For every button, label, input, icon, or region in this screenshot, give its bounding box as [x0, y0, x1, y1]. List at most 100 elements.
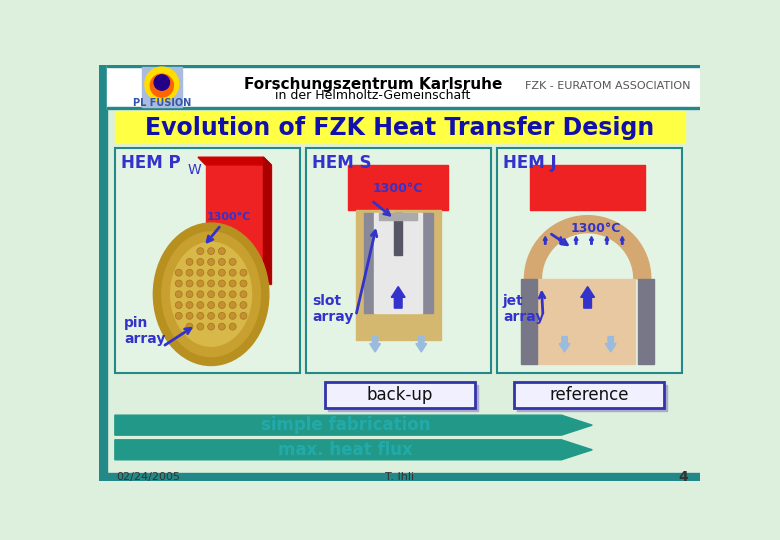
- Text: slot
array: slot array: [312, 294, 353, 325]
- Circle shape: [218, 301, 225, 308]
- Circle shape: [240, 280, 247, 287]
- Text: Forschungszentrum Karlsruhe: Forschungszentrum Karlsruhe: [243, 77, 502, 92]
- Circle shape: [240, 312, 247, 319]
- Text: HEM P: HEM P: [121, 154, 181, 172]
- Bar: [537, 279, 636, 363]
- Circle shape: [197, 291, 204, 298]
- Circle shape: [229, 259, 236, 265]
- Bar: [422, 213, 433, 313]
- Text: Evolution of FZK Heat Transfer Design: Evolution of FZK Heat Transfer Design: [145, 116, 654, 140]
- Bar: [325, 382, 475, 408]
- FancyArrow shape: [605, 336, 616, 352]
- Circle shape: [186, 259, 193, 265]
- FancyArrow shape: [559, 336, 570, 352]
- Circle shape: [207, 269, 215, 276]
- Bar: [521, 279, 537, 363]
- Text: 4: 4: [679, 470, 688, 484]
- Circle shape: [154, 75, 169, 90]
- Text: 1300°C: 1300°C: [207, 212, 251, 222]
- Circle shape: [218, 323, 225, 330]
- Polygon shape: [206, 165, 271, 284]
- Text: HEM J: HEM J: [503, 154, 557, 172]
- Circle shape: [197, 259, 204, 265]
- FancyArrow shape: [605, 237, 609, 244]
- Bar: [517, 385, 667, 411]
- Polygon shape: [115, 415, 592, 435]
- Circle shape: [229, 323, 236, 330]
- Circle shape: [229, 291, 236, 298]
- Circle shape: [240, 269, 247, 276]
- Text: max. heat flux: max. heat flux: [278, 441, 413, 459]
- Circle shape: [207, 248, 215, 254]
- Ellipse shape: [154, 223, 269, 366]
- Circle shape: [145, 67, 179, 101]
- Text: 1300°C: 1300°C: [570, 222, 621, 235]
- Bar: [306, 148, 491, 373]
- FancyArrow shape: [416, 336, 427, 352]
- Bar: [142, 67, 182, 107]
- Bar: [395, 213, 402, 255]
- Bar: [328, 385, 478, 411]
- Circle shape: [207, 301, 215, 308]
- Ellipse shape: [171, 242, 251, 346]
- FancyArrow shape: [392, 287, 405, 308]
- Polygon shape: [115, 440, 592, 460]
- Circle shape: [176, 312, 183, 319]
- Circle shape: [176, 301, 183, 308]
- FancyArrow shape: [544, 237, 548, 244]
- Bar: [514, 382, 664, 408]
- Circle shape: [218, 248, 225, 254]
- Text: back-up: back-up: [367, 386, 434, 404]
- Text: 1300°C: 1300°C: [373, 181, 424, 194]
- Bar: [99, 65, 107, 481]
- Circle shape: [197, 269, 204, 276]
- Circle shape: [207, 312, 215, 319]
- Bar: [99, 473, 700, 481]
- Text: 02/24/2005: 02/24/2005: [116, 472, 180, 482]
- Polygon shape: [264, 157, 271, 284]
- Bar: [348, 165, 448, 210]
- Text: T. Ihli: T. Ihli: [385, 472, 414, 482]
- Bar: [379, 213, 417, 220]
- Circle shape: [207, 291, 215, 298]
- Circle shape: [218, 291, 225, 298]
- FancyArrow shape: [580, 287, 594, 308]
- Circle shape: [207, 280, 215, 287]
- Circle shape: [240, 301, 247, 308]
- Circle shape: [240, 291, 247, 298]
- Bar: [363, 213, 374, 313]
- Bar: [374, 213, 422, 313]
- Circle shape: [218, 312, 225, 319]
- Text: jet
array: jet array: [503, 294, 544, 325]
- Circle shape: [207, 259, 215, 265]
- Circle shape: [151, 74, 173, 97]
- Circle shape: [186, 280, 193, 287]
- Circle shape: [197, 301, 204, 308]
- FancyArrow shape: [370, 336, 381, 352]
- Bar: [107, 107, 700, 110]
- Circle shape: [186, 301, 193, 308]
- Bar: [107, 65, 700, 67]
- Circle shape: [186, 291, 193, 298]
- Text: HEM S: HEM S: [312, 154, 371, 172]
- Polygon shape: [524, 215, 651, 279]
- Circle shape: [229, 312, 236, 319]
- Circle shape: [186, 269, 193, 276]
- Text: simple fabrication: simple fabrication: [261, 416, 431, 434]
- FancyArrow shape: [574, 237, 578, 244]
- Circle shape: [197, 312, 204, 319]
- Circle shape: [176, 269, 183, 276]
- Text: pin
array: pin array: [124, 316, 165, 346]
- Circle shape: [176, 280, 183, 287]
- FancyArrow shape: [620, 237, 624, 244]
- Text: PL FUSION: PL FUSION: [133, 98, 191, 109]
- Polygon shape: [198, 157, 271, 165]
- Circle shape: [197, 248, 204, 254]
- Bar: [497, 148, 682, 373]
- Circle shape: [186, 312, 193, 319]
- FancyArrow shape: [590, 237, 594, 244]
- Circle shape: [218, 259, 225, 265]
- Text: W: W: [188, 164, 202, 177]
- Bar: [115, 148, 300, 373]
- Bar: [107, 65, 700, 110]
